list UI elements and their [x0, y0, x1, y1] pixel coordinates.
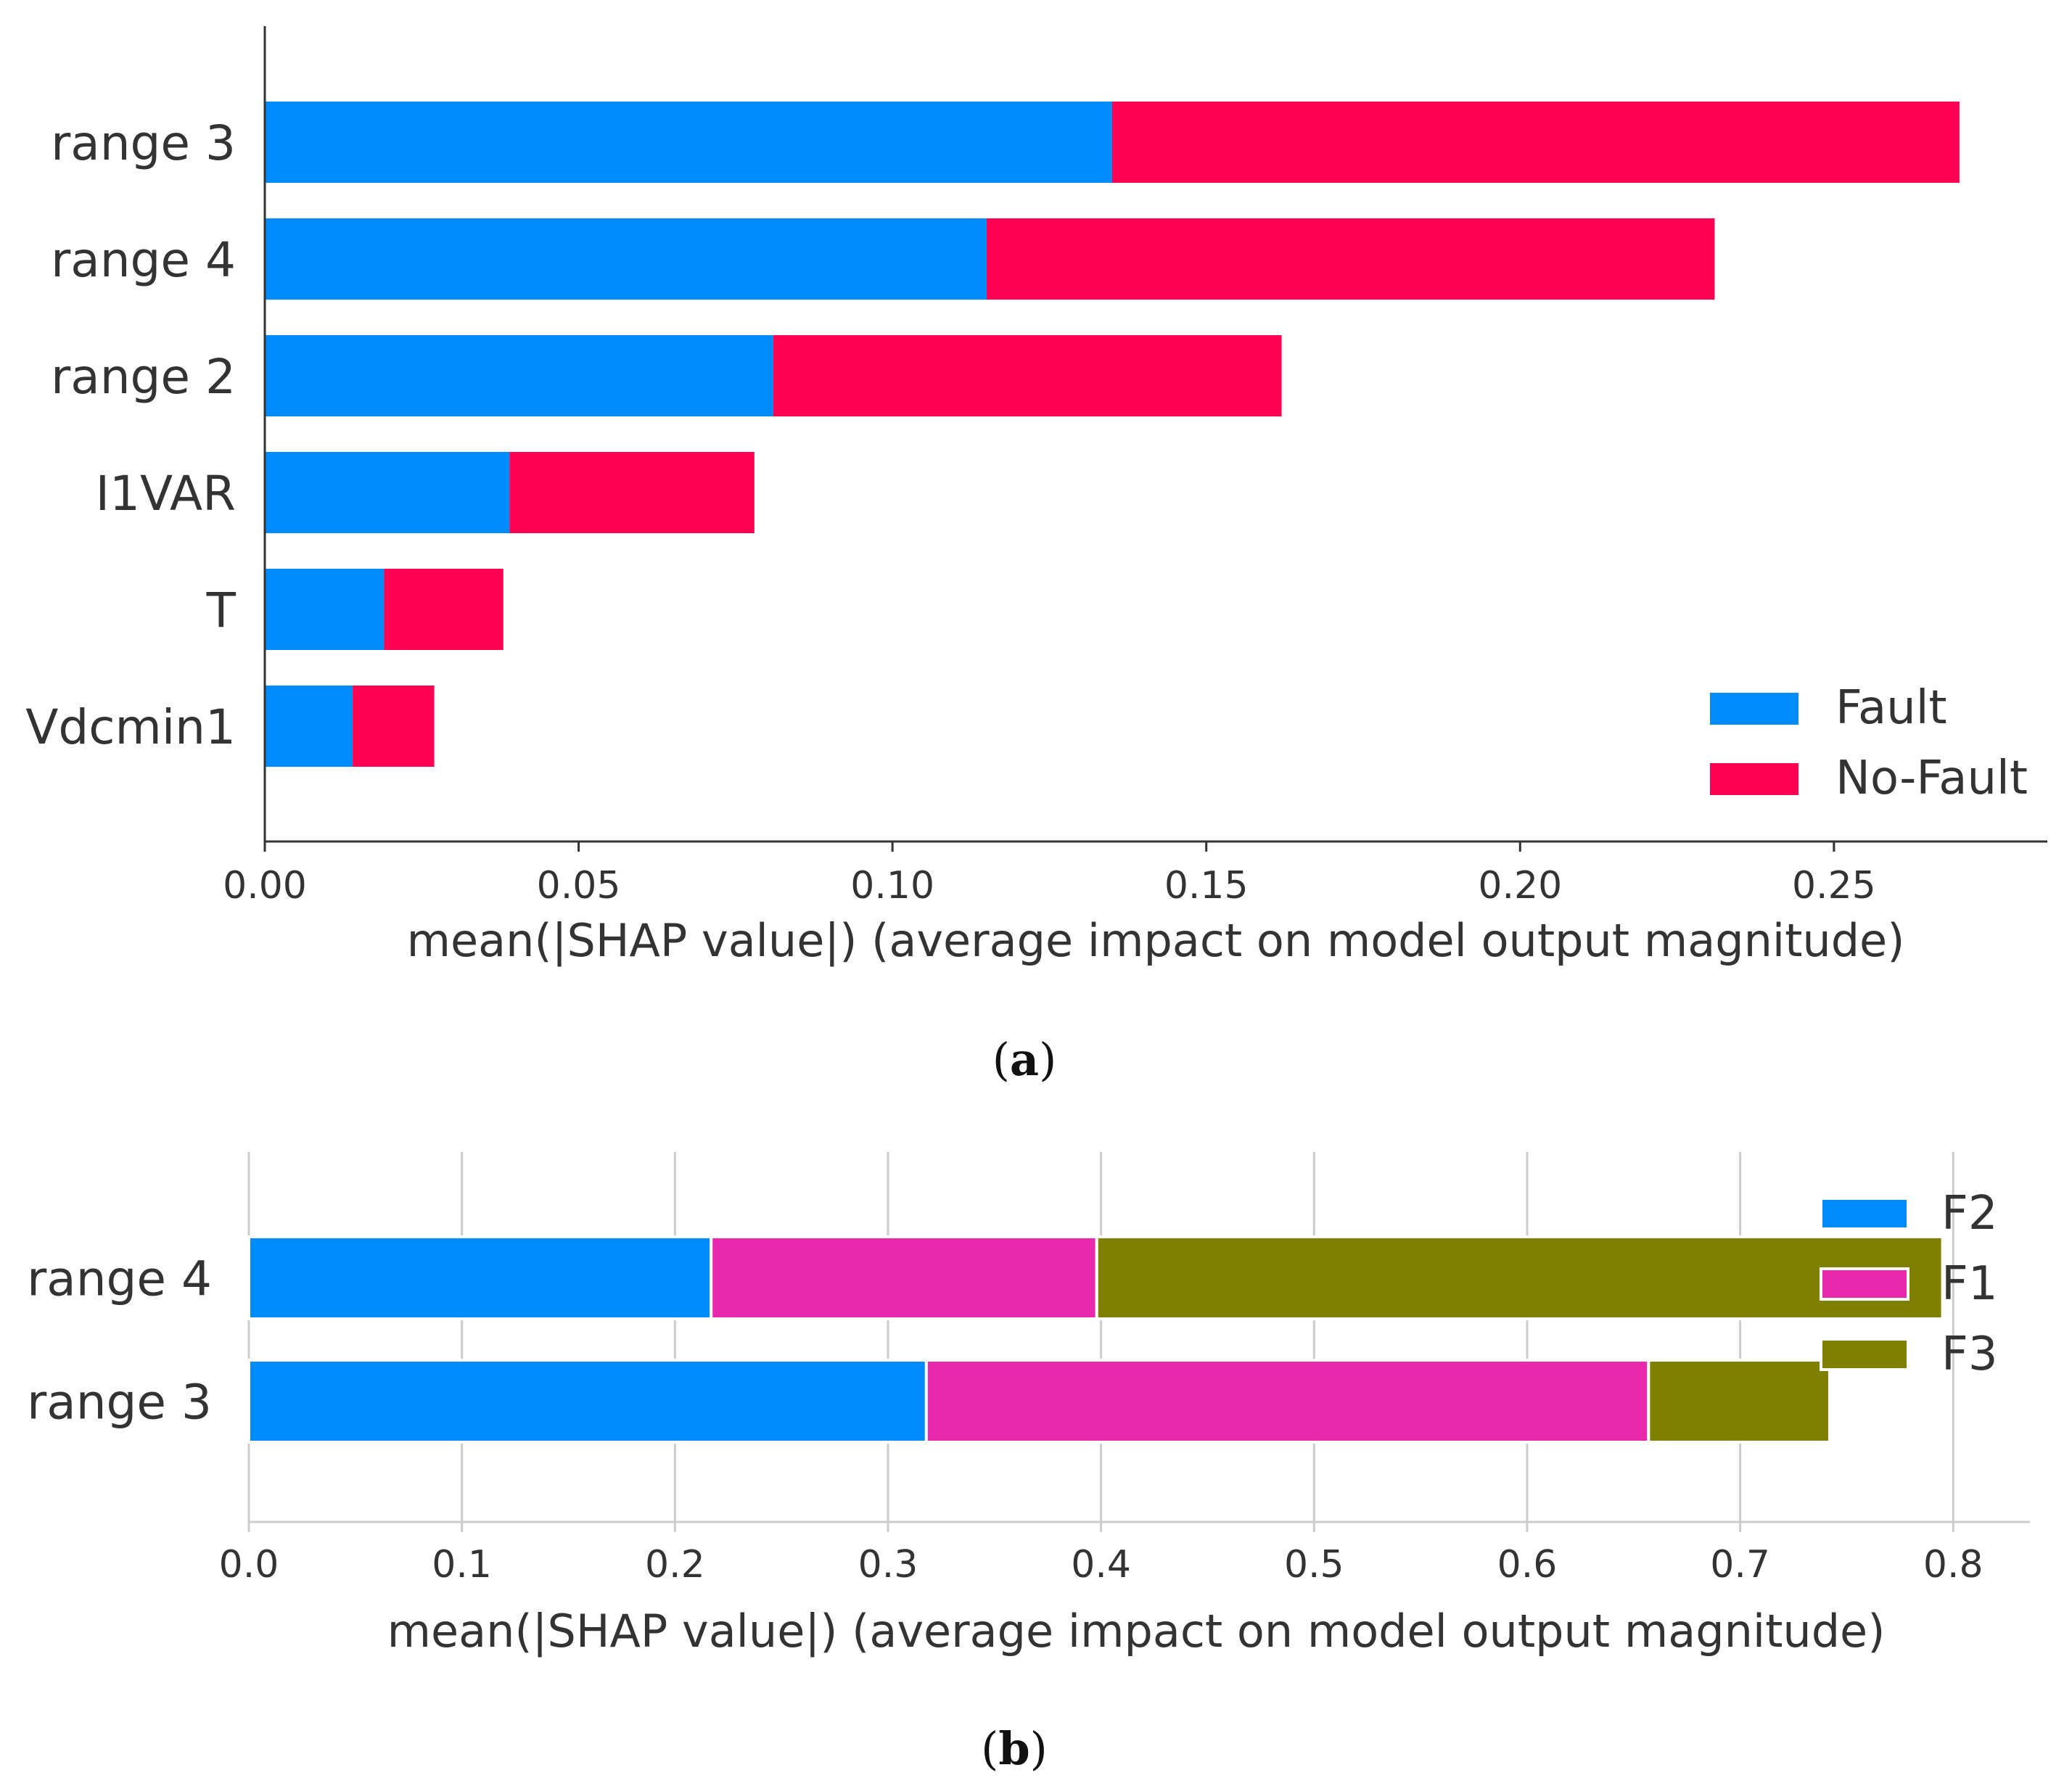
- chart-a-legend-swatch-no-fault: [1710, 763, 1798, 795]
- chart-a-category-label: range 2: [51, 349, 236, 405]
- chart-a-bar-i1var-fault: [265, 452, 510, 533]
- chart-b-legend-label: F1: [1941, 1257, 1998, 1311]
- chart-a-bar-range-3-no-fault: [1111, 102, 1960, 183]
- chart-a-tick-label: 0.15: [1164, 864, 1249, 908]
- chart-a-bar-range-2-no-fault: [773, 335, 1282, 416]
- chart-b-x-ticks: 0.0 0.1 0.2 0.3 0.4 0.5 0.6 0.7 0.8: [219, 1522, 1983, 1587]
- chart-a-bar-i1var-no-fault: [509, 452, 755, 533]
- chart-a-tick-label: 0.25: [1792, 864, 1876, 908]
- chart-a-bar-range-3-fault: [265, 102, 1112, 183]
- chart-b-bar-range-4-f2: [247, 1235, 713, 1320]
- chart-b-legend-swatch-f1: [1820, 1267, 1909, 1301]
- chart-a-bars: [265, 102, 1960, 767]
- chart-b-category-label: range 3: [27, 1375, 212, 1431]
- chart-b-bar-range-3-f3: [1647, 1359, 1831, 1444]
- chart-b-tick-label: 0.4: [1071, 1543, 1131, 1587]
- chart-a-bar-range-4-fault: [265, 218, 987, 300]
- chart-a-legend-swatch-fault: [1710, 693, 1798, 725]
- chart-b-tick-label: 0.5: [1284, 1543, 1344, 1587]
- chart-a-bar-t-fault: [265, 569, 385, 650]
- chart-a-tick-label: 0.10: [850, 864, 934, 908]
- chart-b-legend: F2 F1 F3: [1820, 1187, 1998, 1381]
- chart-b-bar-range-4-f3: [1095, 1235, 1944, 1320]
- chart-a-category-label: T: [206, 583, 237, 638]
- chart-b-legend-label: F2: [1941, 1187, 1998, 1240]
- chart-b-legend-swatch-f3: [1820, 1338, 1909, 1371]
- chart-b-x-axis-title: mean(|SHAP value|) (average impact on mo…: [387, 1605, 1886, 1658]
- chart-a-category-labels: range 3 range 4 range 2 I1VAR T Vdcmin1: [25, 115, 236, 755]
- chart-b-tick-label: 0.8: [1923, 1543, 1983, 1587]
- chart-b-legend-swatch-f2: [1820, 1197, 1909, 1230]
- chart-b-tick-label: 0.7: [1710, 1543, 1770, 1587]
- chart-a-legend-label: Fault: [1835, 681, 1947, 735]
- chart-b-bar-range-4-f1: [710, 1235, 1098, 1320]
- chart-a-category-label: range 4: [51, 232, 236, 288]
- chart-a-x-ticks: 0.00 0.05 0.10 0.15 0.20 0.25: [223, 841, 1876, 908]
- chart-a-bar-vdcmin1-fault: [265, 686, 353, 767]
- chart-b-tick-label: 0.6: [1497, 1543, 1558, 1587]
- chart-a-tick-label: 0.00: [223, 864, 307, 908]
- chart-a-category-label: range 3: [51, 115, 236, 171]
- chart-a-bar-vdcmin1-no-fault: [353, 686, 435, 767]
- chart-a-tick-label: 0.20: [1478, 864, 1562, 908]
- chart-b-tick-label: 0.1: [432, 1543, 492, 1587]
- chart-a-bar-range-2-fault: [265, 335, 773, 416]
- chart-b-category-label: range 4: [27, 1251, 212, 1307]
- chart-b-tick-label: 0.3: [858, 1543, 918, 1587]
- chart-b-tick-label: 0.2: [645, 1543, 705, 1587]
- chart-b: 0.0 0.1 0.2 0.3 0.4 0.5 0.6 0.7 0.8 range 4range…: [27, 1152, 2030, 1775]
- chart-b-bar-range-3-f2: [247, 1359, 928, 1444]
- chart-b-bar-range-3-f1: [924, 1359, 1650, 1444]
- caption-a: (a): [992, 1033, 1057, 1086]
- chart-a-category-label: I1VAR: [96, 466, 236, 522]
- chart-a-legend: Fault No-Fault: [1710, 681, 2028, 805]
- chart-a-legend-label: No-Fault: [1835, 752, 2028, 805]
- chart-a-bar-range-4-no-fault: [986, 218, 1715, 300]
- chart-a-tick-label: 0.05: [537, 864, 621, 908]
- chart-b-gridlines: [247, 1152, 1954, 1522]
- chart-b-legend-label: F3: [1941, 1328, 1998, 1381]
- chart-a-bar-t-no-fault: [384, 569, 503, 650]
- chart-b-tick-label: 0.0: [219, 1543, 279, 1587]
- chart-a-category-label: Vdcmin1: [25, 699, 236, 755]
- chart-a-x-axis-title: mean(|SHAP value|) (average impact on mo…: [407, 914, 1905, 968]
- caption-b: (b): [981, 1722, 1048, 1775]
- chart-b-category-labels: range 4 range 3: [27, 1251, 212, 1431]
- chart-b-bars: [247, 1235, 1944, 1444]
